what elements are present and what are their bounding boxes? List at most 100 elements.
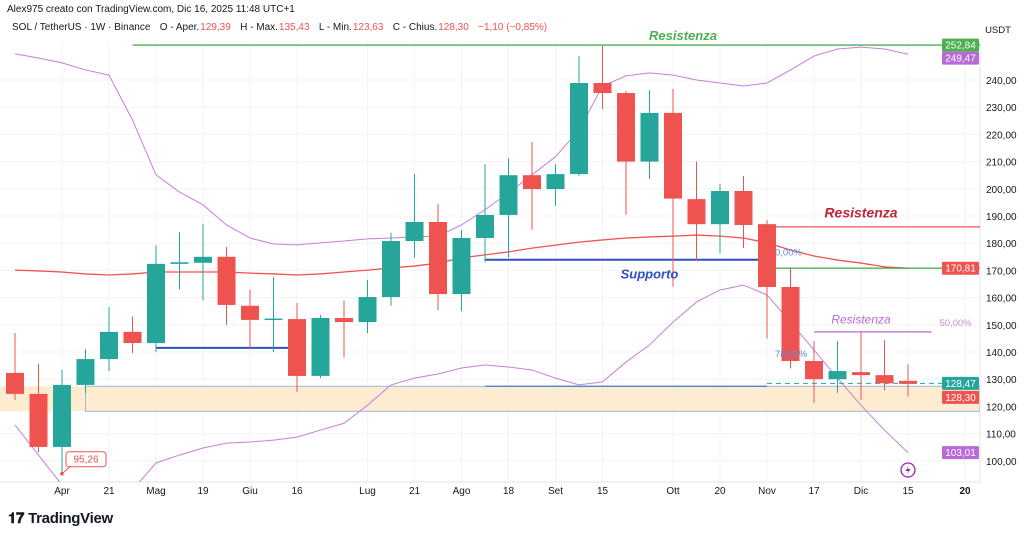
x-tick-label: Giu xyxy=(242,486,258,497)
candle-body xyxy=(711,190,729,225)
y-tick-label: 150,00 xyxy=(986,321,1017,332)
candle-body xyxy=(405,221,424,242)
x-tick-label: 15 xyxy=(597,486,609,497)
y-tick-label: 240,00 xyxy=(986,76,1017,87)
open-label: O - Aper. xyxy=(159,22,200,33)
y-tick-label: 180,00 xyxy=(986,239,1017,250)
candle-body xyxy=(264,318,283,321)
y-tick-label: 190,00 xyxy=(986,212,1017,223)
candle-body xyxy=(358,297,377,323)
candle-body xyxy=(147,263,165,344)
candle-body xyxy=(100,331,118,360)
candle-body xyxy=(781,286,800,361)
y-tick-label: 200,00 xyxy=(986,185,1017,196)
fib-level-label: 50,00% xyxy=(940,318,973,329)
y-tick-label: 230,00 xyxy=(986,103,1017,114)
candle-body xyxy=(241,305,259,320)
candle-body xyxy=(194,256,212,263)
candle-body xyxy=(899,380,917,384)
candle-body xyxy=(382,241,400,298)
symbol-label[interactable]: SOL / TetherUS · 1W · Binance xyxy=(12,22,151,33)
low-value: 123,63 xyxy=(352,22,384,33)
low-label: L - Min. xyxy=(318,22,352,33)
price-tag-label: 128,30 xyxy=(945,393,976,404)
x-tick-label: Set xyxy=(548,486,563,497)
candle-body xyxy=(123,331,142,344)
price-tag-label: 170,81 xyxy=(945,264,976,275)
tradingview-logo-text: TradingView xyxy=(28,510,113,527)
close-label: C - Chius. xyxy=(392,22,438,33)
tradingview-logo[interactable]: 𝟏𝟕 TradingView xyxy=(8,510,113,527)
y-tick-label: 170,00 xyxy=(986,266,1017,277)
bollinger-lower-line xyxy=(14,284,909,482)
y-tick-label: 210,00 xyxy=(986,158,1017,169)
fib-level-label: 0,00% xyxy=(775,247,802,258)
candle-body xyxy=(875,375,894,384)
candle-body xyxy=(523,175,541,190)
candle-body xyxy=(828,371,847,380)
candle-body xyxy=(687,199,706,225)
y-tick-label: 110,00 xyxy=(986,430,1016,441)
support-zone xyxy=(0,386,980,412)
y-tick-label: 160,00 xyxy=(986,294,1017,305)
x-tick-label: Ott xyxy=(666,486,680,497)
x-tick-label: Lug xyxy=(359,486,376,497)
y-tick-label: 120,00 xyxy=(986,402,1017,413)
candle-body xyxy=(664,112,682,199)
x-tick-label: 17 xyxy=(808,486,820,497)
candle-body xyxy=(170,262,189,264)
candle-body xyxy=(499,175,518,215)
y-tick-label: 220,00 xyxy=(986,130,1017,141)
candle-body xyxy=(476,214,494,239)
price-tag xyxy=(942,38,979,52)
price-tag-label: 128,47 xyxy=(945,379,976,390)
candle-body xyxy=(640,112,659,162)
tradingview-logo-icon: 𝟏𝟕 xyxy=(8,510,25,527)
x-tick-label: 15 xyxy=(902,486,914,497)
price-tag xyxy=(942,376,979,390)
change-value: −1,10 (−0,85%) xyxy=(478,22,548,33)
close-value: 128,30 xyxy=(438,22,469,33)
candle-body xyxy=(852,372,870,376)
candle-body xyxy=(76,359,95,385)
low-callout-box xyxy=(65,451,107,468)
candle-body xyxy=(53,384,71,447)
candle-body xyxy=(452,238,471,295)
author-line: Alex975 creato con TradingView.com, Dic … xyxy=(7,4,295,15)
candle-body xyxy=(335,318,353,323)
x-tick-label: Ago xyxy=(453,486,471,497)
low-callout-pointer xyxy=(61,466,71,475)
high-value: 135,43 xyxy=(278,22,310,33)
currency-label: USDT xyxy=(985,25,1011,36)
y-tick-label: 100,00 xyxy=(986,457,1017,468)
price-tag-label: 252,84 xyxy=(945,41,976,52)
x-tick-label: 19 xyxy=(197,486,209,497)
candle-body xyxy=(6,372,24,394)
candle-body xyxy=(311,318,330,376)
candle-body xyxy=(288,319,306,376)
symbol-ohlc-legend: SOL / TetherUS · 1W · Binance O - Aper. 1… xyxy=(12,22,548,33)
candle-body xyxy=(429,221,447,295)
price-tag-label: 103,01 xyxy=(945,448,976,459)
x-tick-label: Nov xyxy=(758,486,776,497)
price-tag-label: 249,47 xyxy=(945,54,976,65)
drawing-label: Supporto xyxy=(621,267,679,282)
drawing-label: Resistenza xyxy=(824,204,897,220)
x-tick-label: 18 xyxy=(503,486,515,497)
y-tick-label: 140,00 xyxy=(986,348,1017,359)
x-tick-label: 20 xyxy=(960,486,972,497)
candle-body xyxy=(593,82,612,94)
plot-area xyxy=(0,44,980,482)
price-tag xyxy=(942,261,979,275)
x-tick-label: 16 xyxy=(291,486,303,497)
x-tick-label: 20 xyxy=(714,486,726,497)
candle-body xyxy=(217,256,236,305)
x-tick-label: 21 xyxy=(409,486,421,497)
y-tick-label: 130,00 xyxy=(986,375,1017,386)
x-tick-label: 21 xyxy=(103,486,115,497)
low-callout-label: 95,26 xyxy=(73,455,98,466)
candle-body xyxy=(546,174,565,190)
bollinger-upper-line xyxy=(14,46,909,246)
fib-level-label: 78,60% xyxy=(775,349,808,360)
